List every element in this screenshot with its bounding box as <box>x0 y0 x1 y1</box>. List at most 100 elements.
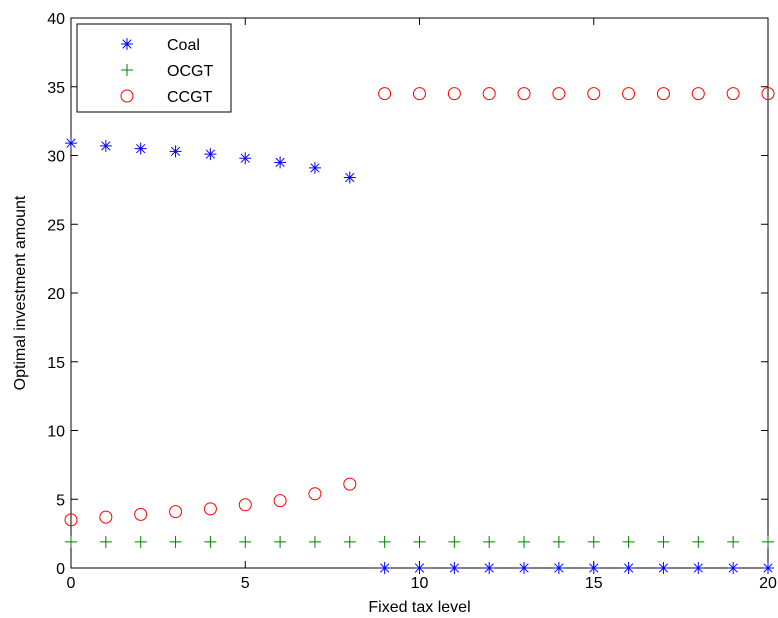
point-coal <box>692 562 705 574</box>
point-coal <box>622 562 635 574</box>
point-coal <box>343 171 356 184</box>
x-axis-label: Fixed tax level <box>368 599 470 616</box>
y-tick-label: 35 <box>47 80 65 97</box>
point-ccgt <box>169 505 183 519</box>
y-tick-label: 25 <box>47 217 65 234</box>
point-ocgt <box>518 535 531 548</box>
asterisk-stroke <box>275 157 285 168</box>
point-ccgt <box>587 87 601 101</box>
x-tick-label: 15 <box>585 575 603 592</box>
asterisk-stroke <box>484 563 494 573</box>
legend-marker-coal <box>121 38 133 50</box>
y-axis-ticks: 0 5 10 15 20 25 30 35 40 <box>47 11 768 578</box>
x-tick-label: 5 <box>241 575 250 592</box>
asterisk-stroke <box>66 138 76 148</box>
point-ocgt <box>239 535 252 548</box>
y-tick-label: 15 <box>47 355 65 372</box>
point-coal <box>274 156 287 169</box>
point-ocgt <box>169 535 182 548</box>
y-tick-label: 5 <box>56 492 65 509</box>
x-tick-label: 10 <box>411 575 429 592</box>
point-ccgt <box>482 87 496 101</box>
asterisk-stroke <box>658 563 669 573</box>
point-ocgt <box>99 535 112 548</box>
point-ccgt <box>99 510 113 524</box>
asterisk-stroke <box>122 39 132 49</box>
y-tick-label: 30 <box>47 149 65 166</box>
point-coal <box>587 562 600 574</box>
point-ocgt <box>762 535 774 548</box>
point-coal <box>308 161 321 174</box>
legend-label: Coal <box>167 37 200 54</box>
legend-marker-ccgt <box>120 89 134 103</box>
point-ccgt <box>622 87 636 101</box>
asterisk-stroke <box>623 563 634 573</box>
x-axis-ticks: 0 5 10 15 20 <box>67 18 777 592</box>
point-ccgt <box>447 87 461 101</box>
point-ocgt <box>413 535 426 548</box>
legend-label: OCGT <box>167 63 213 80</box>
point-ccgt <box>691 87 705 101</box>
point-coal <box>169 145 182 158</box>
legend-label: CCGT <box>167 89 213 106</box>
point-ocgt <box>65 535 77 548</box>
legend-item-coal: Coal <box>121 37 200 54</box>
point-ccgt <box>517 87 531 101</box>
series-ocgt <box>65 535 774 548</box>
point-coal <box>518 562 531 574</box>
point-ccgt <box>552 87 566 101</box>
point-ccgt <box>343 477 357 491</box>
point-ocgt <box>448 535 461 548</box>
point-ocgt <box>727 535 740 548</box>
asterisk-stroke <box>136 143 146 154</box>
legend-item-ccgt: CCGT <box>120 89 213 106</box>
point-coal <box>134 142 147 155</box>
point-ccgt <box>64 513 78 527</box>
point-ocgt <box>692 535 705 548</box>
legend: Coal OCGT CCGT <box>76 23 232 113</box>
point-coal <box>99 139 112 152</box>
point-ccgt <box>378 87 392 101</box>
point-ccgt <box>656 87 670 101</box>
legend-box <box>76 23 232 113</box>
y-tick-label: 40 <box>47 11 65 28</box>
asterisk-stroke <box>589 563 599 573</box>
point-ccgt <box>273 494 287 508</box>
y-tick-label: 10 <box>47 424 65 441</box>
asterisk-stroke <box>554 563 564 573</box>
asterisk-stroke <box>763 563 773 573</box>
asterisk-stroke <box>310 163 320 173</box>
point-coal <box>204 148 217 161</box>
point-coal <box>762 562 774 574</box>
asterisk-stroke <box>170 146 181 157</box>
y-axis-label: Optimal investment amount <box>12 195 29 390</box>
x-tick-label: 0 <box>67 575 76 592</box>
point-ccgt <box>413 87 426 101</box>
point-ocgt <box>204 535 217 548</box>
asterisk-stroke <box>101 141 111 151</box>
asterisk-stroke <box>345 172 355 183</box>
point-ocgt <box>622 535 635 548</box>
asterisk-stroke <box>519 563 529 573</box>
asterisk-stroke <box>693 563 703 573</box>
point-ocgt <box>657 535 670 548</box>
point-ocgt <box>378 535 391 548</box>
point-ccgt <box>726 87 740 101</box>
point-ccgt <box>308 487 322 501</box>
point-coal <box>448 562 461 574</box>
asterisk-stroke <box>414 563 425 573</box>
asterisk-stroke <box>449 563 460 573</box>
series-ccgt <box>64 87 775 527</box>
point-ocgt <box>587 535 600 548</box>
point-coal <box>65 137 77 150</box>
point-coal <box>413 562 426 574</box>
point-ocgt <box>552 535 565 548</box>
point-ocgt <box>343 535 356 548</box>
point-ccgt <box>238 498 252 512</box>
point-ccgt <box>761 87 775 101</box>
data-points <box>64 87 775 574</box>
plot-area: 0 5 10 15 20 0 5 10 15 20 25 30 35 40 <box>47 11 777 592</box>
point-coal <box>657 562 670 574</box>
point-coal <box>378 562 391 574</box>
